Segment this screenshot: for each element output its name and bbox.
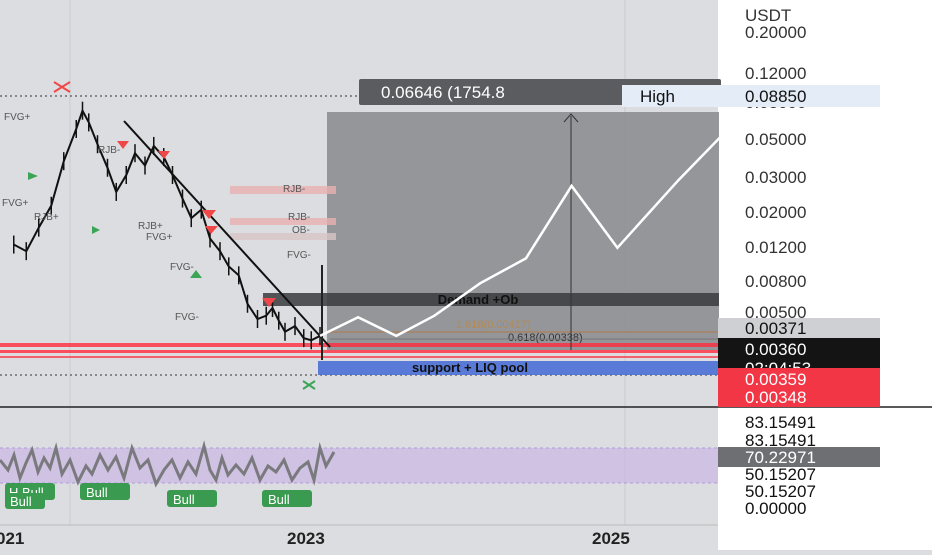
- fib-label: 0.618(0.00338): [508, 332, 583, 344]
- bearish-marker-icon: [205, 226, 218, 234]
- fvg-minus-label: FVG-: [170, 262, 194, 273]
- high-badge-label: High: [640, 87, 675, 106]
- top-x-marker-icon: [53, 81, 71, 93]
- projection-box[interactable]: [327, 112, 719, 350]
- bearish-marker-icon: [117, 141, 129, 149]
- price-tick: 0.12000: [745, 64, 806, 83]
- bearish-marker-icon: [202, 210, 216, 219]
- support-zone[interactable]: [318, 361, 718, 375]
- price-badge-text: 0.00359: [745, 370, 806, 389]
- high-badge-value: 0.08850: [745, 87, 806, 106]
- bull-badge-text: Bull: [10, 494, 32, 509]
- bearish-marker-icon: [158, 151, 170, 159]
- rjb-plus-label: RJB+: [138, 221, 163, 232]
- oscillator-line[interactable]: [0, 440, 336, 488]
- ob-label: OB-: [292, 225, 310, 236]
- osc-axis-value: 0.00000: [745, 499, 806, 518]
- bullish-marker-icon: [28, 172, 38, 180]
- price-tick: 0.03000: [745, 168, 806, 187]
- bull-badge-text: Bull: [173, 492, 195, 507]
- bullish-marker-icon: [190, 270, 202, 278]
- bullish-marker-icon: [92, 226, 100, 234]
- rjb-label: RJB-: [98, 145, 120, 156]
- price-tick: 0.01200: [745, 238, 806, 257]
- fvg-plus-label: FVG+: [146, 232, 173, 243]
- price-tick: 0.00800: [745, 272, 806, 291]
- price-tick: 0.05000: [745, 130, 806, 149]
- resistance-line: [0, 356, 718, 358]
- structure-labels: FVG+ RJB- FVG+ RJB+ RJB+ FVG+ FVG- FVG- …: [2, 112, 311, 323]
- ob-zone: [230, 218, 336, 225]
- fib-label: 1.618(0.00417): [456, 319, 531, 331]
- osc-current-badge[interactable]: [718, 447, 880, 467]
- osc-axis-value: 83.15491: [745, 431, 816, 450]
- target-box-text: 0.06646 (1754.8: [381, 83, 505, 102]
- bull-badge-text: Bull: [86, 485, 108, 500]
- support-zone-label: support + LIQ pool: [412, 360, 528, 375]
- fvg-zone: [230, 233, 336, 240]
- price-tick: 0.00500: [745, 303, 806, 322]
- rjb-zone: [230, 186, 336, 194]
- price-series-group: [13, 101, 321, 350]
- projection-path[interactable]: [319, 132, 725, 338]
- osc-axis-value: 83.15491: [745, 413, 816, 432]
- rjb-label: RJB-: [288, 212, 310, 223]
- resistance-line: [0, 350, 718, 353]
- fvg-plus-label: FVG+: [2, 198, 29, 209]
- oscillator-band: [0, 448, 718, 483]
- fvg-plus-label: FVG+: [4, 112, 31, 123]
- signal-markers: [28, 81, 316, 390]
- price-tick: 0.02000: [745, 203, 806, 222]
- bottom-x-marker-icon: [302, 380, 316, 390]
- osc-current-value: 70.22971: [745, 448, 816, 467]
- rjb-plus-label: RJB+: [34, 212, 59, 223]
- fvg-minus-label: FVG-: [287, 250, 311, 261]
- currency-label: USDT: [745, 6, 791, 25]
- rjb-label: RJB-: [283, 184, 305, 195]
- time-label: 021: [0, 529, 24, 548]
- price-badge-red[interactable]: [718, 368, 880, 407]
- bull-badge: [262, 490, 312, 507]
- demand-zone-label: Demand +Ob: [438, 292, 519, 307]
- price-tick: 0.20000: [745, 23, 806, 42]
- target-arrow-head: [563, 113, 579, 123]
- projection-group: [319, 132, 725, 338]
- bull-badge-text: Bull: [268, 492, 290, 507]
- osc-axis-value: 50.15207: [745, 482, 816, 501]
- price-badge-text: 0.00348: [745, 388, 806, 407]
- bull-badge: [167, 490, 217, 507]
- trendline[interactable]: [123, 120, 331, 348]
- price-series-line[interactable]: [13, 108, 321, 342]
- bull-labels: H Bull Bull Bull Bull Bull: [5, 483, 312, 509]
- bull-badge: [5, 493, 45, 509]
- current-price-text: 0.00360: [745, 340, 806, 359]
- price-badge-text: 0.00371: [745, 319, 806, 338]
- time-label: 2025: [592, 529, 630, 548]
- price-badge-0371[interactable]: [718, 318, 880, 338]
- high-badge[interactable]: [622, 85, 880, 107]
- bull-badge: [80, 483, 130, 500]
- resistance-line: [0, 343, 718, 347]
- time-label: 2023: [287, 529, 325, 548]
- demand-zone[interactable]: [263, 293, 719, 306]
- bearish-marker-icon: [262, 298, 276, 307]
- osc-axis-value: 50.15207: [745, 465, 816, 484]
- fvg-minus-label: FVG-: [175, 312, 199, 323]
